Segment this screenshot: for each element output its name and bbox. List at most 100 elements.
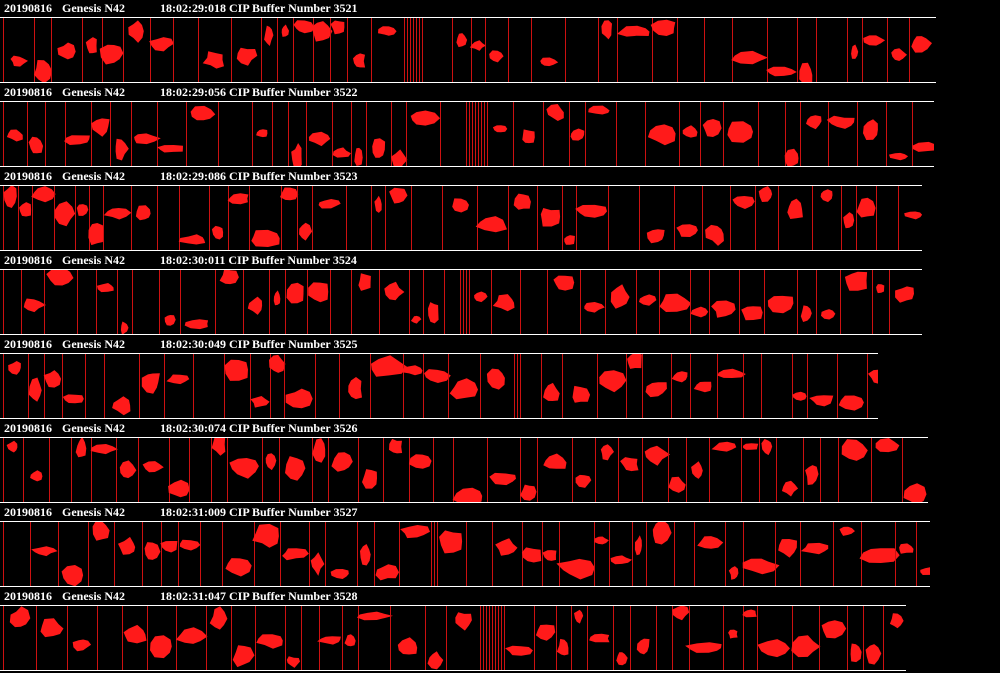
particle-blob [285, 456, 306, 481]
frame-boundary-line [483, 606, 484, 670]
frame-boundary-line [541, 354, 542, 418]
particle-blob [627, 354, 642, 369]
particle-blob [30, 470, 43, 482]
particle-blob [731, 50, 768, 65]
strip-bottom-rule [0, 166, 934, 167]
particle-blob [766, 66, 797, 77]
particle-image-canvas [3, 186, 922, 250]
frame-boundary-line [656, 606, 657, 670]
particle-blob [227, 193, 249, 205]
frame-boundary-line [492, 522, 493, 586]
strip-top-rule [0, 605, 906, 606]
particle-blob [787, 198, 803, 219]
strip-date: 20190816 [4, 337, 52, 351]
particle-blob [556, 558, 595, 580]
frame-boundary-line [339, 354, 340, 418]
particle-blob [85, 37, 97, 54]
particle-blob [408, 454, 432, 469]
frame-boundary-line [466, 270, 467, 334]
frame-boundary-line [431, 522, 432, 586]
frame-boundary-line [652, 18, 653, 82]
particle-blob [209, 606, 228, 630]
particle-blob [599, 370, 627, 393]
frame-boundary-line [759, 438, 760, 502]
particle-blob [691, 461, 703, 479]
frame-boundary-line [285, 270, 286, 334]
frame-boundary-line [902, 438, 903, 502]
frame-boundary-line [366, 102, 367, 166]
frame-boundary-line [434, 522, 435, 586]
frame-boundary-line [475, 102, 476, 166]
particle-blob [308, 282, 329, 303]
particle-blob [540, 208, 561, 227]
strip-bottom-rule [0, 334, 922, 335]
particle-blob [543, 382, 560, 401]
particle-blob [141, 373, 160, 394]
buffer-strip-4: 20190816 Genesis N42 18:02:30:011 CIP Bu… [0, 252, 1000, 336]
frame-boundary-line [437, 522, 438, 586]
buffer-strip-3: 20190816 Genesis N42 18:02:29:086 CIP Bu… [0, 168, 1000, 252]
particle-blob [236, 47, 258, 66]
frame-boundary-line [54, 186, 55, 250]
strip-header: 20190816 Genesis N42 18:02:29:018 CIP Bu… [0, 0, 1000, 17]
particle-blob [671, 371, 688, 383]
particle-blob [920, 567, 930, 575]
frame-boundary-line [159, 270, 160, 334]
frame-boundary-line [351, 102, 352, 166]
strip-time-label: 18:02:30:074 CIP Buffer Number 3526 [160, 421, 358, 435]
frame-boundary-line [96, 270, 97, 334]
frame-boundary-line [27, 102, 28, 166]
frame-boundary-line [370, 354, 371, 418]
frame-boundary-line [122, 606, 123, 670]
particle-blob [456, 33, 468, 48]
frame-boundary-line [761, 354, 762, 418]
frame-boundary-line [572, 438, 573, 502]
frame-boundary-line [671, 354, 672, 418]
particle-blob [285, 388, 313, 409]
particle-blob [160, 541, 178, 553]
particle-blob [809, 395, 834, 407]
particle-blob [164, 315, 176, 326]
frame-boundary-line [385, 186, 386, 250]
frame-boundary-line [645, 102, 646, 166]
strip-bottom-rule [0, 82, 936, 83]
frame-boundary-line [91, 102, 92, 166]
frame-boundary-line [51, 18, 52, 82]
particle-blob [118, 536, 136, 555]
strip-top-rule [0, 437, 928, 438]
frame-boundary-line [406, 102, 407, 166]
frame-boundary-line [807, 354, 808, 418]
particle-blob [564, 235, 575, 245]
particle-blob [401, 365, 423, 376]
particle-blob [356, 611, 393, 621]
particle-blob [717, 368, 746, 378]
frame-boundary-line [281, 186, 282, 250]
particle-blob [40, 618, 64, 638]
particle-blob [264, 25, 274, 46]
particle-blob [711, 300, 736, 318]
frame-boundary-line [862, 18, 863, 82]
frame-boundary-line [328, 438, 329, 502]
frame-boundary-line [206, 606, 207, 670]
particle-blob [589, 633, 610, 643]
frame-boundary-line [857, 102, 858, 166]
particle-blob [265, 453, 277, 471]
frame-boundary-line [463, 270, 464, 334]
frame-boundary-line [82, 18, 83, 82]
frame-boundary-line [739, 270, 740, 334]
particle-blob [202, 51, 224, 69]
particle-blob [868, 369, 878, 384]
particle-blob [839, 526, 855, 536]
particle-blob [600, 444, 614, 461]
frame-boundary-line [358, 606, 359, 670]
frame-boundary-line [409, 270, 410, 334]
particle-blob [9, 606, 31, 628]
frame-boundary-line [559, 522, 560, 586]
particle-blob [728, 566, 739, 580]
frame-boundary-line [565, 18, 566, 82]
frame-boundary-line [460, 270, 461, 334]
frame-boundary-line [639, 186, 640, 250]
particle-blob [492, 125, 508, 133]
particle-blob [280, 187, 299, 201]
frame-boundary-line [330, 270, 331, 334]
